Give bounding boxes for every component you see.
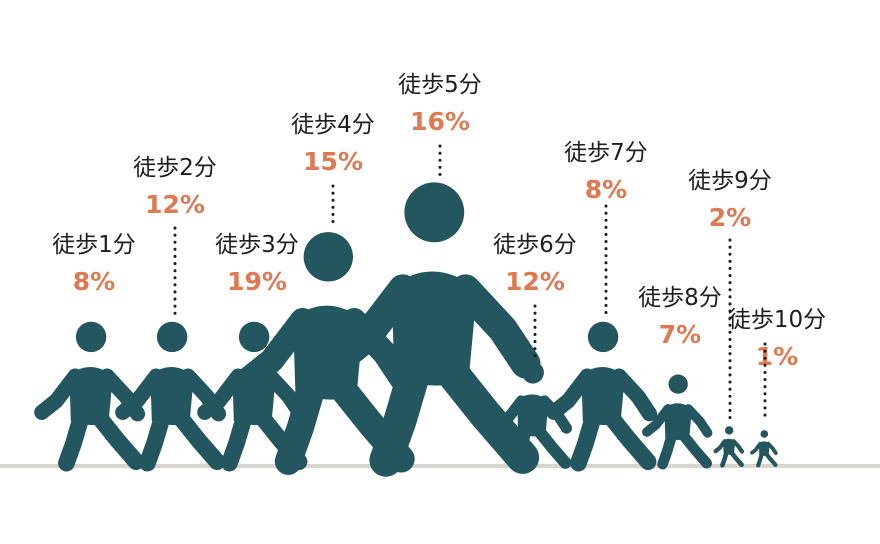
walking-person-icon (115, 321, 227, 472)
walking-person-icon (34, 321, 146, 472)
category-label: 徒歩7分 (564, 140, 648, 166)
value-label: 12% (145, 190, 205, 219)
value-label: 2% (709, 203, 751, 232)
walking-person-icon (750, 430, 778, 468)
category-label: 徒歩6分 (493, 232, 577, 258)
value-label: 16% (410, 107, 470, 136)
value-label: 7% (659, 320, 701, 349)
walking-person-icon (642, 374, 713, 470)
category-label: 徒歩5分 (398, 72, 482, 98)
walking-person-icon (546, 321, 658, 472)
category-label: 徒歩10分 (728, 307, 826, 333)
value-label: 8% (73, 267, 115, 296)
category-label: 徒歩8分 (638, 285, 722, 311)
category-label: 徒歩4分 (291, 112, 375, 138)
category-label: 徒歩9分 (688, 168, 772, 194)
value-label: 1% (756, 342, 798, 371)
value-label: 19% (227, 267, 287, 296)
value-label: 15% (303, 147, 363, 176)
category-label: 徒歩2分 (133, 155, 217, 181)
value-label: 12% (505, 267, 565, 296)
walking-person-icon (713, 426, 745, 468)
category-label: 徒歩1分 (52, 232, 136, 258)
walking-person-icon (322, 182, 541, 477)
value-label: 8% (585, 175, 627, 204)
category-label: 徒歩3分 (215, 232, 299, 258)
